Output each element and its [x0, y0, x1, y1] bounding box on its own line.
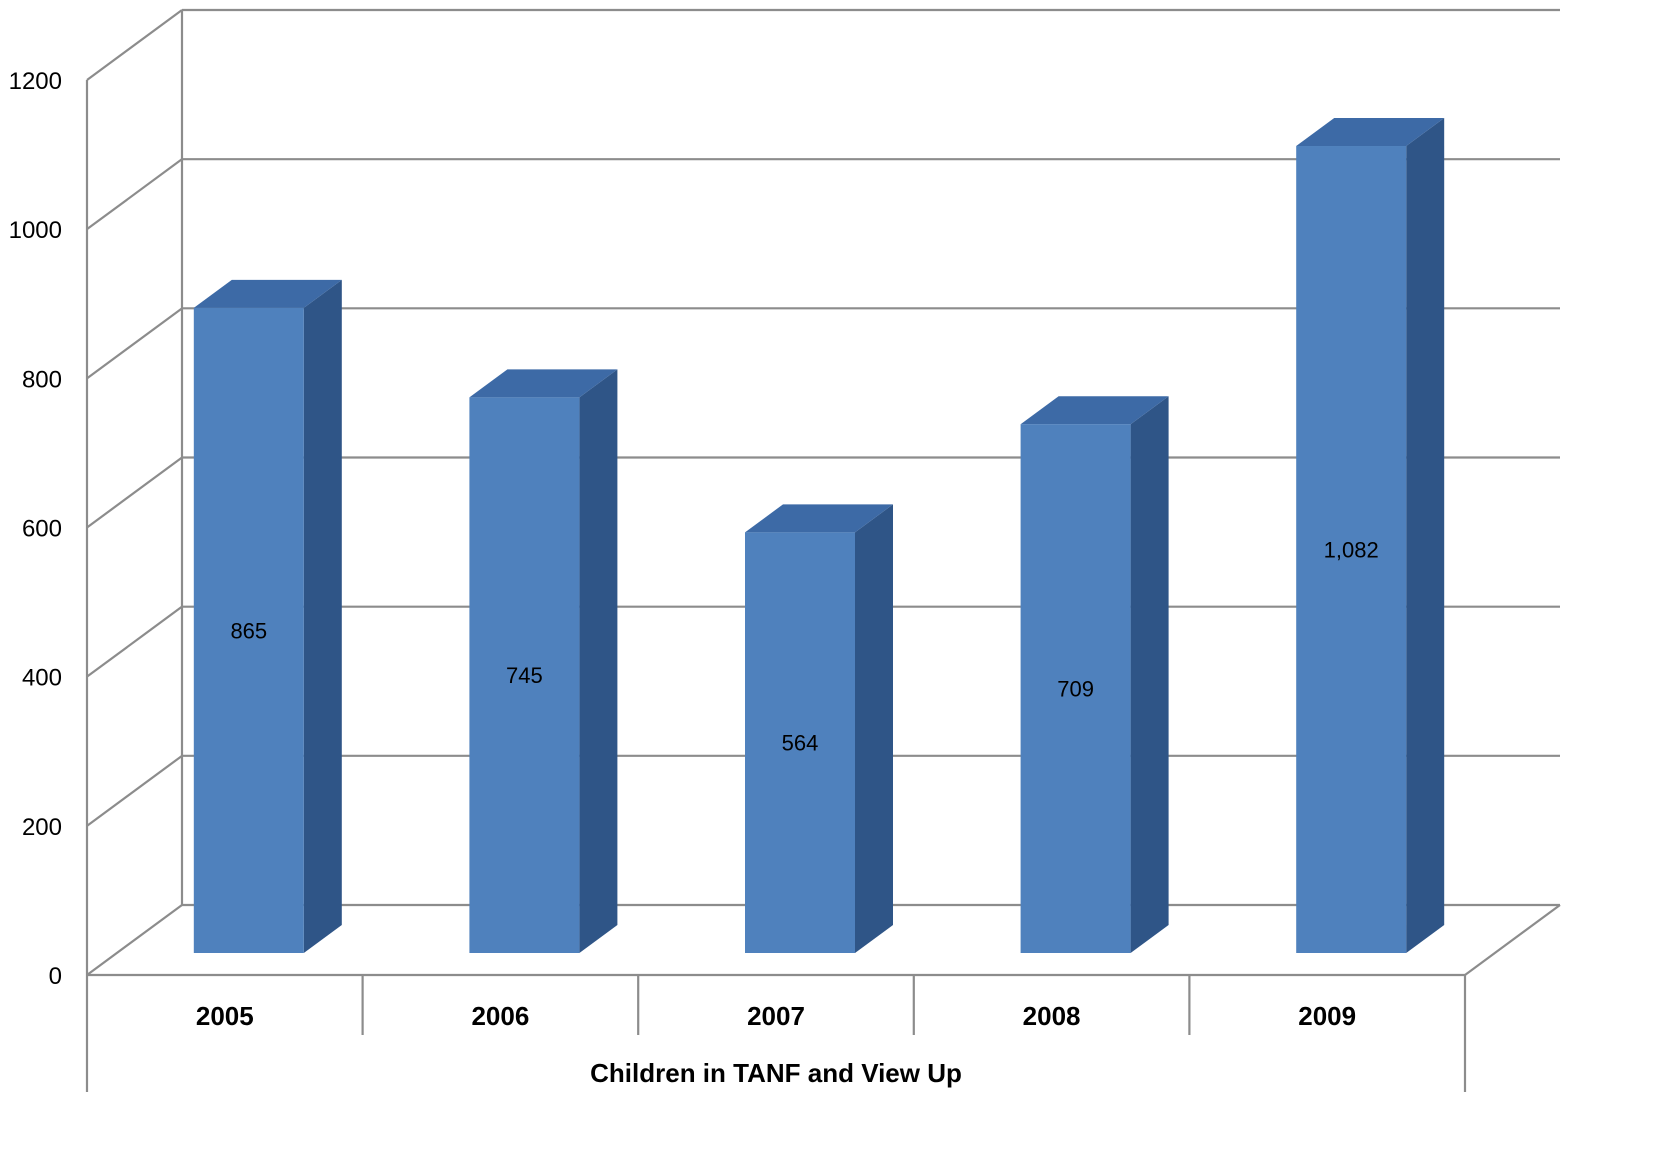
category-label: 2008: [1023, 1001, 1081, 1031]
category-label: 2006: [471, 1001, 529, 1031]
y-tick-label: 200: [22, 814, 62, 841]
y-tick-label: 1200: [9, 68, 62, 95]
data-label: 1,082: [1324, 538, 1379, 563]
bar-side: [1130, 396, 1169, 953]
axes: [85, 80, 1467, 1092]
labels: 865 2005 745 2006 564 2007 709 2008 1,082 2009 0 20…: [9, 68, 1379, 1088]
bar-side: [303, 279, 342, 954]
bar-top: [1020, 396, 1169, 425]
bar-side: [579, 369, 618, 954]
y-tick-label: 800: [22, 366, 62, 393]
bar-top: [469, 369, 618, 398]
bar: [1020, 424, 1131, 953]
side-gridline: [86, 158, 183, 231]
y-tick-label: 400: [22, 665, 62, 692]
category-label: 2009: [1298, 1001, 1356, 1031]
bar-top: [193, 279, 342, 308]
side-gridline: [86, 605, 183, 678]
bar-top: [745, 504, 893, 533]
bar: [745, 532, 855, 953]
category-label: 2005: [196, 1001, 254, 1031]
bar-side: [855, 504, 893, 953]
side-gridline: [86, 307, 183, 380]
side-gridline: [86, 456, 183, 529]
bar-side: [1406, 118, 1445, 954]
x-axis-title: Children in TANF and View Up: [590, 1058, 962, 1088]
bar: [1296, 146, 1407, 954]
bar: [193, 307, 304, 954]
data-label: 709: [1057, 677, 1094, 702]
data-label: 745: [506, 663, 543, 688]
y-tick-label: 600: [22, 516, 62, 543]
bar: [469, 397, 580, 954]
bar-series: [193, 118, 1445, 954]
y-tick-label: 0: [49, 963, 62, 990]
data-label: 564: [782, 731, 819, 756]
category-label: 2007: [747, 1001, 805, 1031]
side-gridline: [86, 754, 183, 827]
y-tick-label: 1000: [9, 217, 62, 244]
data-label: 865: [230, 618, 267, 643]
side-gridline: [86, 9, 183, 81]
side-gridline: [86, 904, 183, 976]
floor-right-edge: [1464, 904, 1561, 976]
bar-top: [1296, 118, 1445, 147]
